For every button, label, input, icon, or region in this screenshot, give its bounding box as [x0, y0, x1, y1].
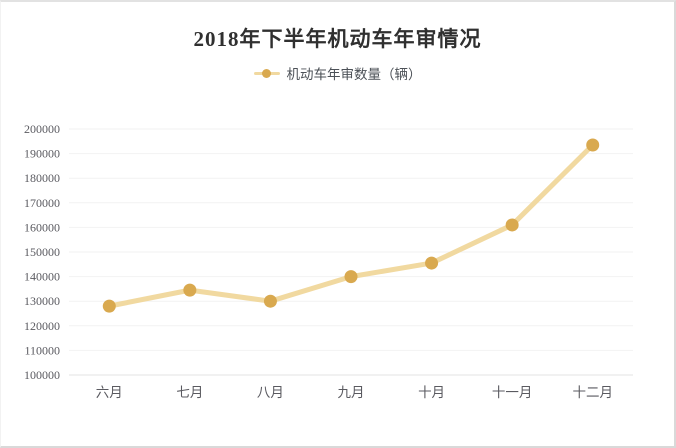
y-tick-label: 120000	[24, 319, 60, 333]
x-tick-label: 八月	[257, 385, 284, 400]
y-tick-label: 130000	[24, 294, 60, 308]
legend-line-marker-icon	[253, 68, 280, 78]
data-point[interactable]	[102, 299, 116, 313]
data-point[interactable]	[183, 283, 197, 297]
data-point[interactable]	[505, 218, 519, 232]
y-tick-label: 110000	[24, 343, 60, 357]
y-tick-label: 100000	[24, 368, 60, 382]
x-tick-label: 九月	[338, 385, 365, 400]
x-tick-label: 十月	[418, 385, 445, 400]
y-tick-label: 190000	[24, 147, 60, 161]
data-point[interactable]	[586, 138, 600, 152]
y-tick-label: 180000	[24, 171, 60, 185]
legend-label: 机动车年审数量（辆）	[286, 67, 422, 82]
chart-title: 2018年下半年机动车年审情况	[193, 27, 482, 51]
y-tick-label: 170000	[24, 196, 60, 210]
x-tick-label: 七月	[176, 385, 203, 400]
y-tick-label: 140000	[24, 270, 60, 284]
y-tick-label: 160000	[24, 220, 60, 234]
x-tick-label: 六月	[96, 385, 123, 400]
legend-dot	[261, 68, 271, 78]
data-point[interactable]	[425, 256, 439, 270]
legend-item[interactable]: 机动车年审数量（辆）	[1, 63, 674, 83]
data-point[interactable]	[344, 270, 358, 284]
x-tick-label: 十一月	[492, 385, 533, 400]
data-point[interactable]	[263, 294, 277, 308]
y-tick-label: 200000	[24, 122, 60, 136]
y-tick-label: 150000	[24, 245, 60, 259]
x-tick-label: 十二月	[572, 385, 613, 400]
